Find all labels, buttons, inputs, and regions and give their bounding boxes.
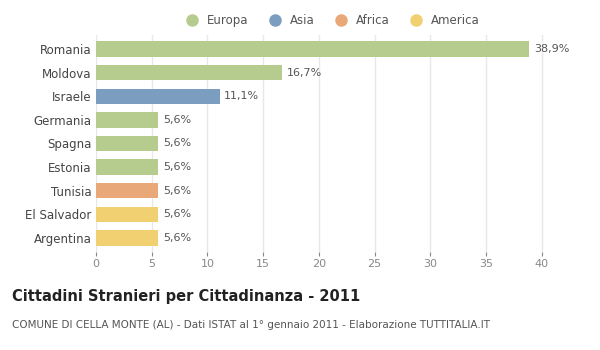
- Bar: [96, 42, 529, 57]
- Text: 38,9%: 38,9%: [534, 44, 569, 54]
- Text: 5,6%: 5,6%: [163, 209, 191, 219]
- Text: Cittadini Stranieri per Cittadinanza - 2011: Cittadini Stranieri per Cittadinanza - 2…: [12, 289, 360, 304]
- Bar: [96, 159, 158, 175]
- Text: COMUNE DI CELLA MONTE (AL) - Dati ISTAT al 1° gennaio 2011 - Elaborazione TUTTIT: COMUNE DI CELLA MONTE (AL) - Dati ISTAT …: [12, 320, 490, 330]
- Bar: [96, 206, 158, 222]
- Text: 11,1%: 11,1%: [224, 91, 259, 102]
- Bar: [96, 65, 282, 80]
- Text: 5,6%: 5,6%: [163, 186, 191, 196]
- Text: 5,6%: 5,6%: [163, 233, 191, 243]
- Text: 5,6%: 5,6%: [163, 139, 191, 148]
- Bar: [96, 112, 158, 128]
- Bar: [96, 89, 220, 104]
- Bar: [96, 136, 158, 151]
- Text: 5,6%: 5,6%: [163, 162, 191, 172]
- Bar: [96, 183, 158, 198]
- Bar: [96, 230, 158, 245]
- Text: 5,6%: 5,6%: [163, 115, 191, 125]
- Legend: Europa, Asia, Africa, America: Europa, Asia, Africa, America: [180, 14, 480, 27]
- Text: 16,7%: 16,7%: [287, 68, 322, 78]
